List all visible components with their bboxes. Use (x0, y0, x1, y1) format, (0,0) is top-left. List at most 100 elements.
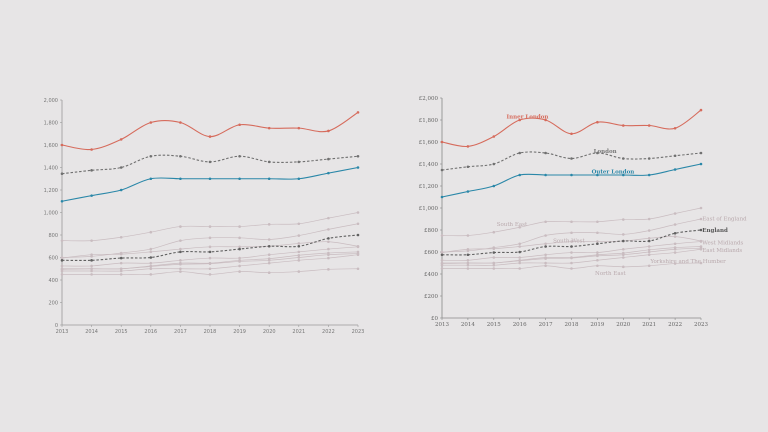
data-point (673, 242, 677, 246)
data-point (673, 232, 677, 235)
data-point (327, 157, 330, 161)
data-point (440, 251, 444, 254)
data-point (297, 222, 301, 226)
data-point (544, 253, 547, 257)
data-point (297, 256, 301, 259)
data-point (297, 126, 301, 130)
data-point (466, 267, 470, 270)
data-point (440, 168, 444, 172)
series-label: Yorkshire and The Humber (649, 259, 726, 265)
data-point (179, 250, 182, 254)
x-tick-label: 2023 (352, 329, 365, 335)
data-point (327, 247, 330, 251)
data-point (179, 177, 182, 181)
data-point (238, 260, 241, 263)
x-tick-label: 2014 (85, 329, 98, 335)
data-point (673, 126, 677, 130)
data-point (327, 171, 330, 175)
data-point (297, 270, 301, 273)
x-tick-label: 2017 (174, 329, 187, 335)
data-point (119, 252, 123, 256)
series-label: Outer London (592, 170, 635, 176)
data-point (440, 195, 444, 199)
data-point (179, 154, 182, 158)
data-point (356, 245, 360, 249)
data-point (119, 256, 123, 260)
data-point (297, 253, 301, 257)
series-north-east (60, 267, 360, 276)
y-tick-label: 1,800 (44, 120, 58, 126)
series-inner-london (60, 111, 360, 151)
series-england (60, 233, 360, 262)
x-tick-label: 2014 (461, 322, 475, 328)
data-point (327, 240, 330, 244)
series-north-west (440, 247, 703, 267)
x-tick-label: 2023 (694, 322, 708, 328)
data-point (570, 251, 573, 254)
series-line (441, 151, 702, 171)
data-point (596, 120, 599, 124)
data-point (356, 222, 360, 226)
series-north-east: North East (440, 261, 703, 277)
x-tick-label: 2018 (565, 322, 579, 328)
series-inner-london: Inner London (440, 108, 703, 148)
data-point (297, 234, 301, 237)
series-label: Inner London (507, 115, 549, 121)
data-point (90, 269, 93, 273)
data-point (267, 126, 271, 130)
data-point (179, 267, 182, 271)
series-line (61, 154, 359, 175)
y-tick-label: £200 (424, 294, 438, 300)
data-point (518, 245, 521, 248)
data-point (518, 242, 521, 246)
data-point (647, 124, 651, 127)
data-point (492, 162, 496, 166)
data-point (492, 230, 496, 234)
data-point (238, 245, 241, 249)
data-point (544, 118, 547, 122)
data-point (119, 261, 123, 265)
y-tick-label: 1,000 (44, 210, 58, 216)
data-point (596, 151, 599, 155)
data-point (518, 118, 521, 122)
data-point (466, 145, 470, 148)
data-point (90, 194, 93, 197)
data-point (60, 172, 64, 175)
data-point (596, 231, 599, 235)
x-tick-label: 2013 (435, 322, 449, 328)
data-point (297, 177, 301, 181)
data-point (238, 154, 241, 158)
data-point (673, 223, 677, 226)
series-line (61, 241, 359, 259)
data-point (492, 256, 496, 259)
data-point (699, 217, 703, 221)
data-point (119, 188, 123, 192)
data-point (622, 253, 625, 257)
data-point (466, 258, 470, 262)
data-point (596, 254, 599, 258)
data-point (570, 220, 573, 224)
data-point (208, 273, 212, 276)
series-label: East Midlands (702, 248, 742, 254)
series-outer-london (60, 166, 360, 203)
data-point (208, 135, 212, 138)
series-west-midlands (60, 245, 360, 268)
data-point (60, 256, 64, 260)
data-point (238, 256, 241, 260)
series-london: London (440, 149, 703, 172)
data-point (622, 124, 625, 127)
data-point (149, 256, 153, 259)
y-tick-label: 2,000 (44, 98, 58, 104)
data-point (699, 261, 703, 265)
x-tick-label: 2022 (322, 329, 335, 335)
data-point (90, 264, 93, 268)
chart-1: 0 200 400 600 800 1,000 1,200 1,400 1,600 1,800 2,… (44, 98, 365, 335)
data-point (596, 251, 599, 254)
data-point (179, 262, 182, 266)
series-line (441, 109, 702, 148)
data-point (238, 225, 241, 228)
data-point (492, 247, 496, 250)
series-line (61, 166, 359, 202)
data-point (622, 256, 625, 259)
x-tick-label: 2021 (292, 329, 305, 335)
